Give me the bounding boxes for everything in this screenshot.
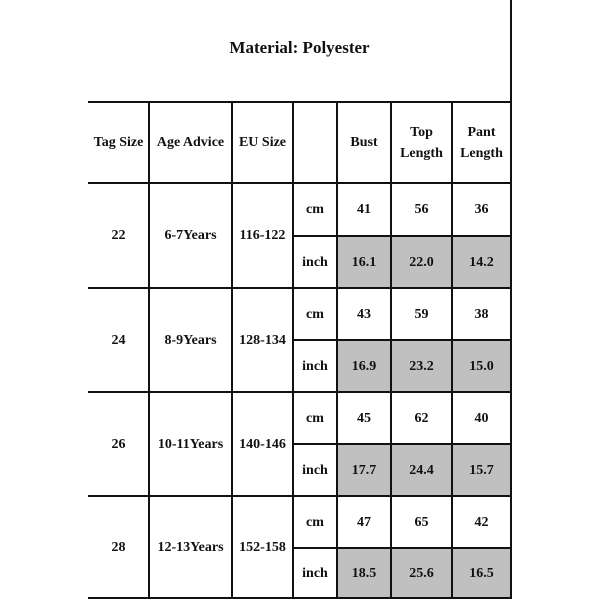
row-divider [88,391,512,393]
header-eu-size: EU Size [238,135,287,150]
header-unit [293,102,337,183]
unit-divider [293,443,512,445]
column-divider [292,102,294,599]
top-length-cm-cell: 56 [414,202,429,217]
eu-size-cell: 116-122 [239,228,286,243]
table-right-border [510,0,512,599]
top-length-cm-cell: 62 [414,410,429,426]
top-length-inch-cell: 23.2 [391,340,452,392]
age-advice-cell: 12-13Years [157,539,224,555]
column-divider [231,102,233,599]
row-divider [88,101,512,103]
age-advice-cell: 6-7Years [164,228,217,243]
pant-length-inch-cell: 15.0 [452,340,511,392]
top-length-cm-cell: 59 [414,306,429,322]
bust-cm-cell: 45 [357,410,371,426]
tag-size-cell: 24 [111,332,126,348]
age-advice-cell: 10-11Years [157,436,224,452]
row-divider [88,287,512,289]
header-bust: Bust [350,135,378,150]
bust-inch-cell: 16.9 [337,340,391,392]
age-advice-cell: 8-9Years [164,332,217,348]
unit-divider [293,339,512,341]
pant-length-inch-cell: 14.2 [452,236,511,288]
unit-divider [293,235,512,237]
bust-inch-cell: 18.5 [337,548,391,598]
column-divider [390,102,392,599]
bust-inch-cell: 17.7 [337,444,391,496]
unit-inch-label: inch [302,254,328,270]
bust-cm-cell: 43 [357,306,371,322]
chart-title: Material: Polyester [229,38,370,57]
top-length-inch-cell: 25.6 [391,548,452,598]
unit-cm-label: cm [306,514,324,530]
unit-inch-label: inch [302,462,328,478]
unit-inch-label: inch [302,358,328,374]
pant-length-inch-cell: 15.7 [452,444,511,496]
table-bottom-border [88,597,512,599]
eu-size-cell: 140-146 [239,436,286,452]
pant-length-inch-cell: 16.5 [452,548,511,598]
column-divider [336,102,338,599]
top-length-inch-cell: 24.4 [391,444,452,496]
pant-length-cm-cell: 38 [474,306,489,322]
bust-cm-cell: 47 [357,514,371,530]
top-length-inch-cell: 22.0 [391,236,452,288]
pant-length-cm-cell: 40 [474,410,489,426]
bust-cm-cell: 41 [357,202,371,217]
pant-length-cm-cell: 36 [474,202,489,217]
top-length-cm-cell: 65 [414,514,429,530]
unit-divider [293,547,512,549]
unit-cm-label: cm [306,306,324,322]
header-tag-size: Tag Size [93,135,144,150]
row-divider [88,182,512,184]
column-divider [148,102,150,599]
eu-size-cell: 152-158 [239,539,286,555]
header-age-advice: Age Advice [156,135,225,150]
tag-size-cell: 28 [111,539,126,555]
header-top-length: Top Length [400,124,443,161]
unit-cm-label: cm [306,202,324,217]
tag-size-cell: 26 [111,436,126,452]
pant-length-cm-cell: 42 [474,514,489,530]
header-pant-length: Pant Length [460,124,503,161]
tag-size-cell: 22 [111,228,126,243]
row-divider [88,495,512,497]
eu-size-cell: 128-134 [239,332,286,348]
column-divider [451,102,453,599]
unit-cm-label: cm [306,410,324,426]
unit-inch-label: inch [302,565,328,581]
bust-inch-cell: 16.1 [337,236,391,288]
